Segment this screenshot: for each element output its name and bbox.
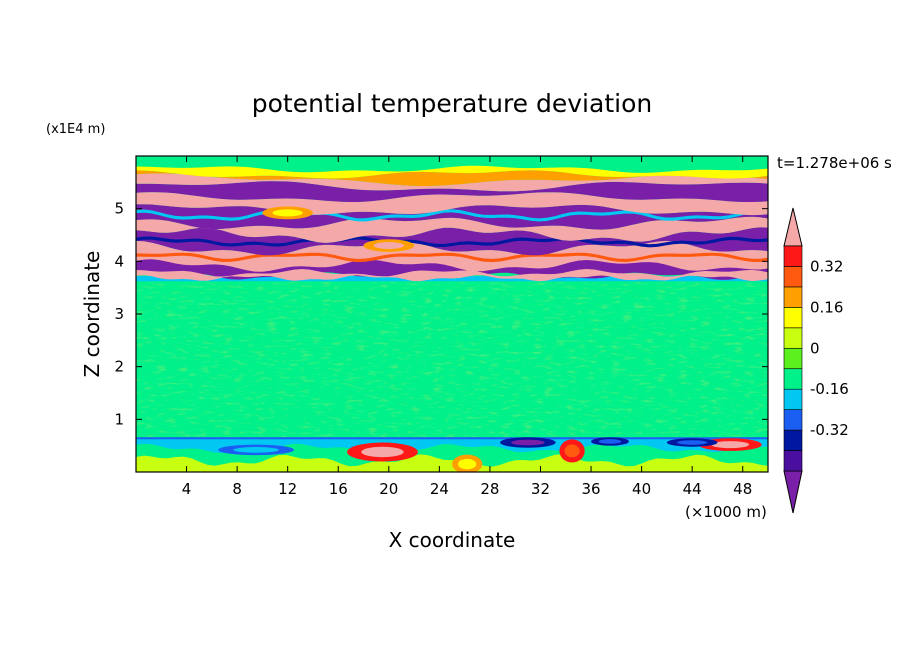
colorbar-swatch [783,245,803,267]
warm-patch-47-core [711,441,750,449]
x-tick-label: 44 [683,480,702,498]
y-tick-label: 2 [114,358,124,376]
y-axis-label: Z coordinate [80,251,104,378]
warm-patch-26-core [458,458,477,470]
cold-patch-44-core [676,440,708,445]
colorbar: 0.32 0.16 0 -0.16 -0.32 [783,207,849,514]
x-tick-label: 40 [632,480,651,498]
y-tick-label: 1 [114,410,124,428]
colorbar-label: -0.16 [810,380,849,398]
cold-patch-37-core [598,439,622,444]
colorbar-swatch [783,266,803,288]
x-unit-label: (×1000 m) [685,503,767,521]
warm-patch-upper-12-core [272,209,303,217]
layer-yellow-top [136,165,768,179]
layer-cold-3 [136,204,768,230]
x-axis-ticks: 4 8 12 16 20 24 28 32 36 40 44 48 [182,156,752,498]
y-unit-label: (x1E4 m) [46,122,105,137]
layer-cold-2 [136,227,768,256]
x-tick-label: 12 [278,480,297,498]
cold-patch-31-core [511,439,545,446]
surface-lightgreen [136,454,768,472]
surface-blue-line [136,437,768,440]
time-label: t=1.278e+06 s [777,154,892,172]
x-tick-label: 28 [480,480,499,498]
layer-cold-4 [136,181,768,202]
x-tick-label: 8 [232,480,242,498]
layer-warm-1 [136,240,768,272]
y-tick-label: 4 [114,252,124,270]
colorbar-label: 0 [810,339,820,357]
colorbar-swatch [783,429,803,451]
colorbar-min-arrow [783,470,803,514]
chart-title: potential temperature deviation [252,89,652,118]
colorbar-swatch [783,388,803,410]
warm-patch-upper-20-core [373,242,404,250]
x-tick-label: 16 [329,480,348,498]
x-tick-label: 4 [182,480,192,498]
x-tick-label: 20 [379,480,398,498]
x-tick-label: 48 [733,480,752,498]
y-tick-label: 5 [114,200,124,218]
colorbar-swatch [783,327,803,349]
x-tick-label: 32 [531,480,550,498]
colorbar-swatch [783,450,803,472]
x-tick-label: 24 [430,480,449,498]
x-tick-label: 36 [581,480,600,498]
layer-orange-1 [136,252,768,263]
y-axis-ticks: 1 2 3 4 5 [114,200,768,428]
warm-patch-20-core [361,446,404,458]
colorbar-swatch [783,286,803,308]
field-texture [136,282,768,437]
contour-field [136,156,768,472]
layer-navy-2 [136,236,768,248]
warm-patch-34-core [564,444,580,458]
colorbar-swatch [783,347,803,370]
layer-warm-0 [136,269,768,282]
layer-warm-2 [136,216,768,243]
colorbar-max-arrow [783,207,803,247]
colorbar-swatch [783,409,803,431]
colorbar-label: 0.16 [810,298,843,316]
colorbar-swatch [783,307,803,329]
x-axis-label: X coordinate [389,528,516,552]
layer-orange-top [136,170,768,186]
cold-patch-9-core [233,446,279,453]
y-tick-label: 3 [114,305,124,323]
colorbar-label: 0.32 [810,257,843,275]
colorbar-swatch [783,368,803,390]
colorbar-label: -0.32 [810,421,849,439]
